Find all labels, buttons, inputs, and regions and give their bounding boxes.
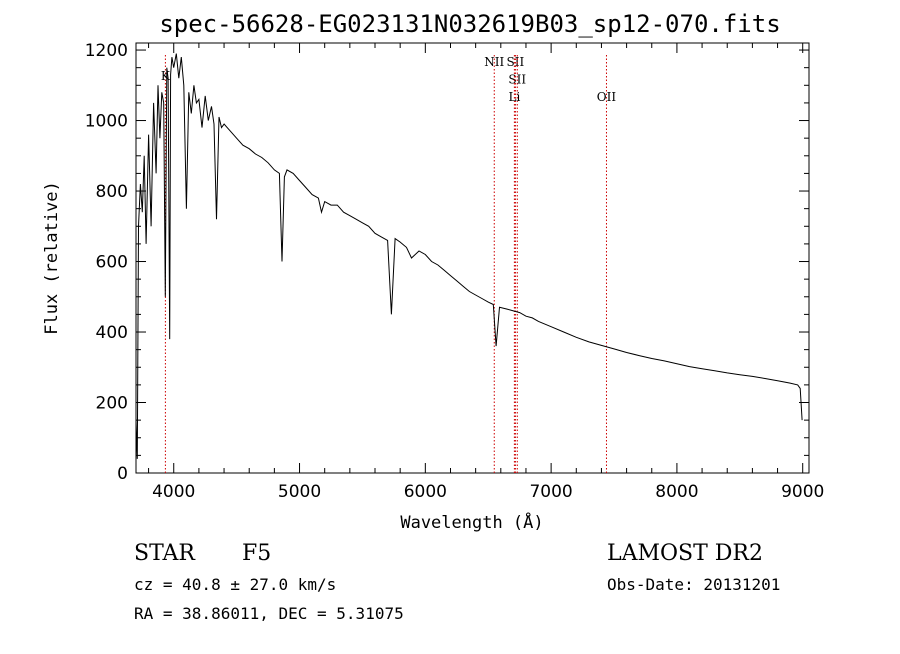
x-axis-label: Wavelength (Å)	[400, 511, 543, 533]
y-axis-label: Flux (relative)	[42, 181, 62, 335]
line-label-2: SII	[507, 55, 525, 69]
object-class: STAR	[134, 541, 196, 566]
redshift-readout: cz = 40.8 ± 27.0 km/s	[134, 575, 336, 594]
line-label-3: SII	[508, 73, 526, 87]
line-label-5: OII	[597, 90, 617, 104]
line-label-4: Li	[508, 90, 520, 104]
coordinates-readout: RA = 38.86011, DEC = 5.31075	[134, 604, 404, 623]
spectrum-series	[135, 53, 803, 459]
spectrum-line-0	[135, 53, 803, 459]
line-label-0: K	[161, 69, 171, 83]
y-tick-label-4: 800	[96, 182, 128, 202]
y-tick-label-3: 600	[96, 253, 128, 273]
y-tick-label-2: 400	[96, 323, 128, 343]
line-label-1: NII	[484, 55, 504, 69]
chart-title: spec-56628-EG023131N032619B03_sp12-070.f…	[159, 10, 780, 38]
plot-frame	[135, 42, 810, 474]
y-tick-label-5: 1000	[85, 112, 128, 132]
x-tick-label-3: 7000	[529, 482, 572, 502]
y-tick-label-1: 200	[96, 394, 128, 414]
object-subclass: F5	[242, 541, 271, 566]
x-tick-label-4: 8000	[655, 482, 698, 502]
x-tick-label-2: 6000	[404, 482, 447, 502]
y-tick-label-0: 0	[117, 464, 128, 484]
axis-ticks: 4000 5000 6000 7000 8000 9000 0 200 400 600 800 100…	[85, 41, 825, 502]
observation-date: Obs-Date: 20131201	[607, 575, 780, 594]
x-tick-label-5: 9000	[781, 482, 824, 502]
x-tick-label-1: 5000	[278, 482, 321, 502]
x-tick-label-0: 4000	[152, 482, 195, 502]
y-tick-label-6: 1200	[85, 41, 128, 61]
survey-name: LAMOST DR2	[607, 541, 763, 566]
